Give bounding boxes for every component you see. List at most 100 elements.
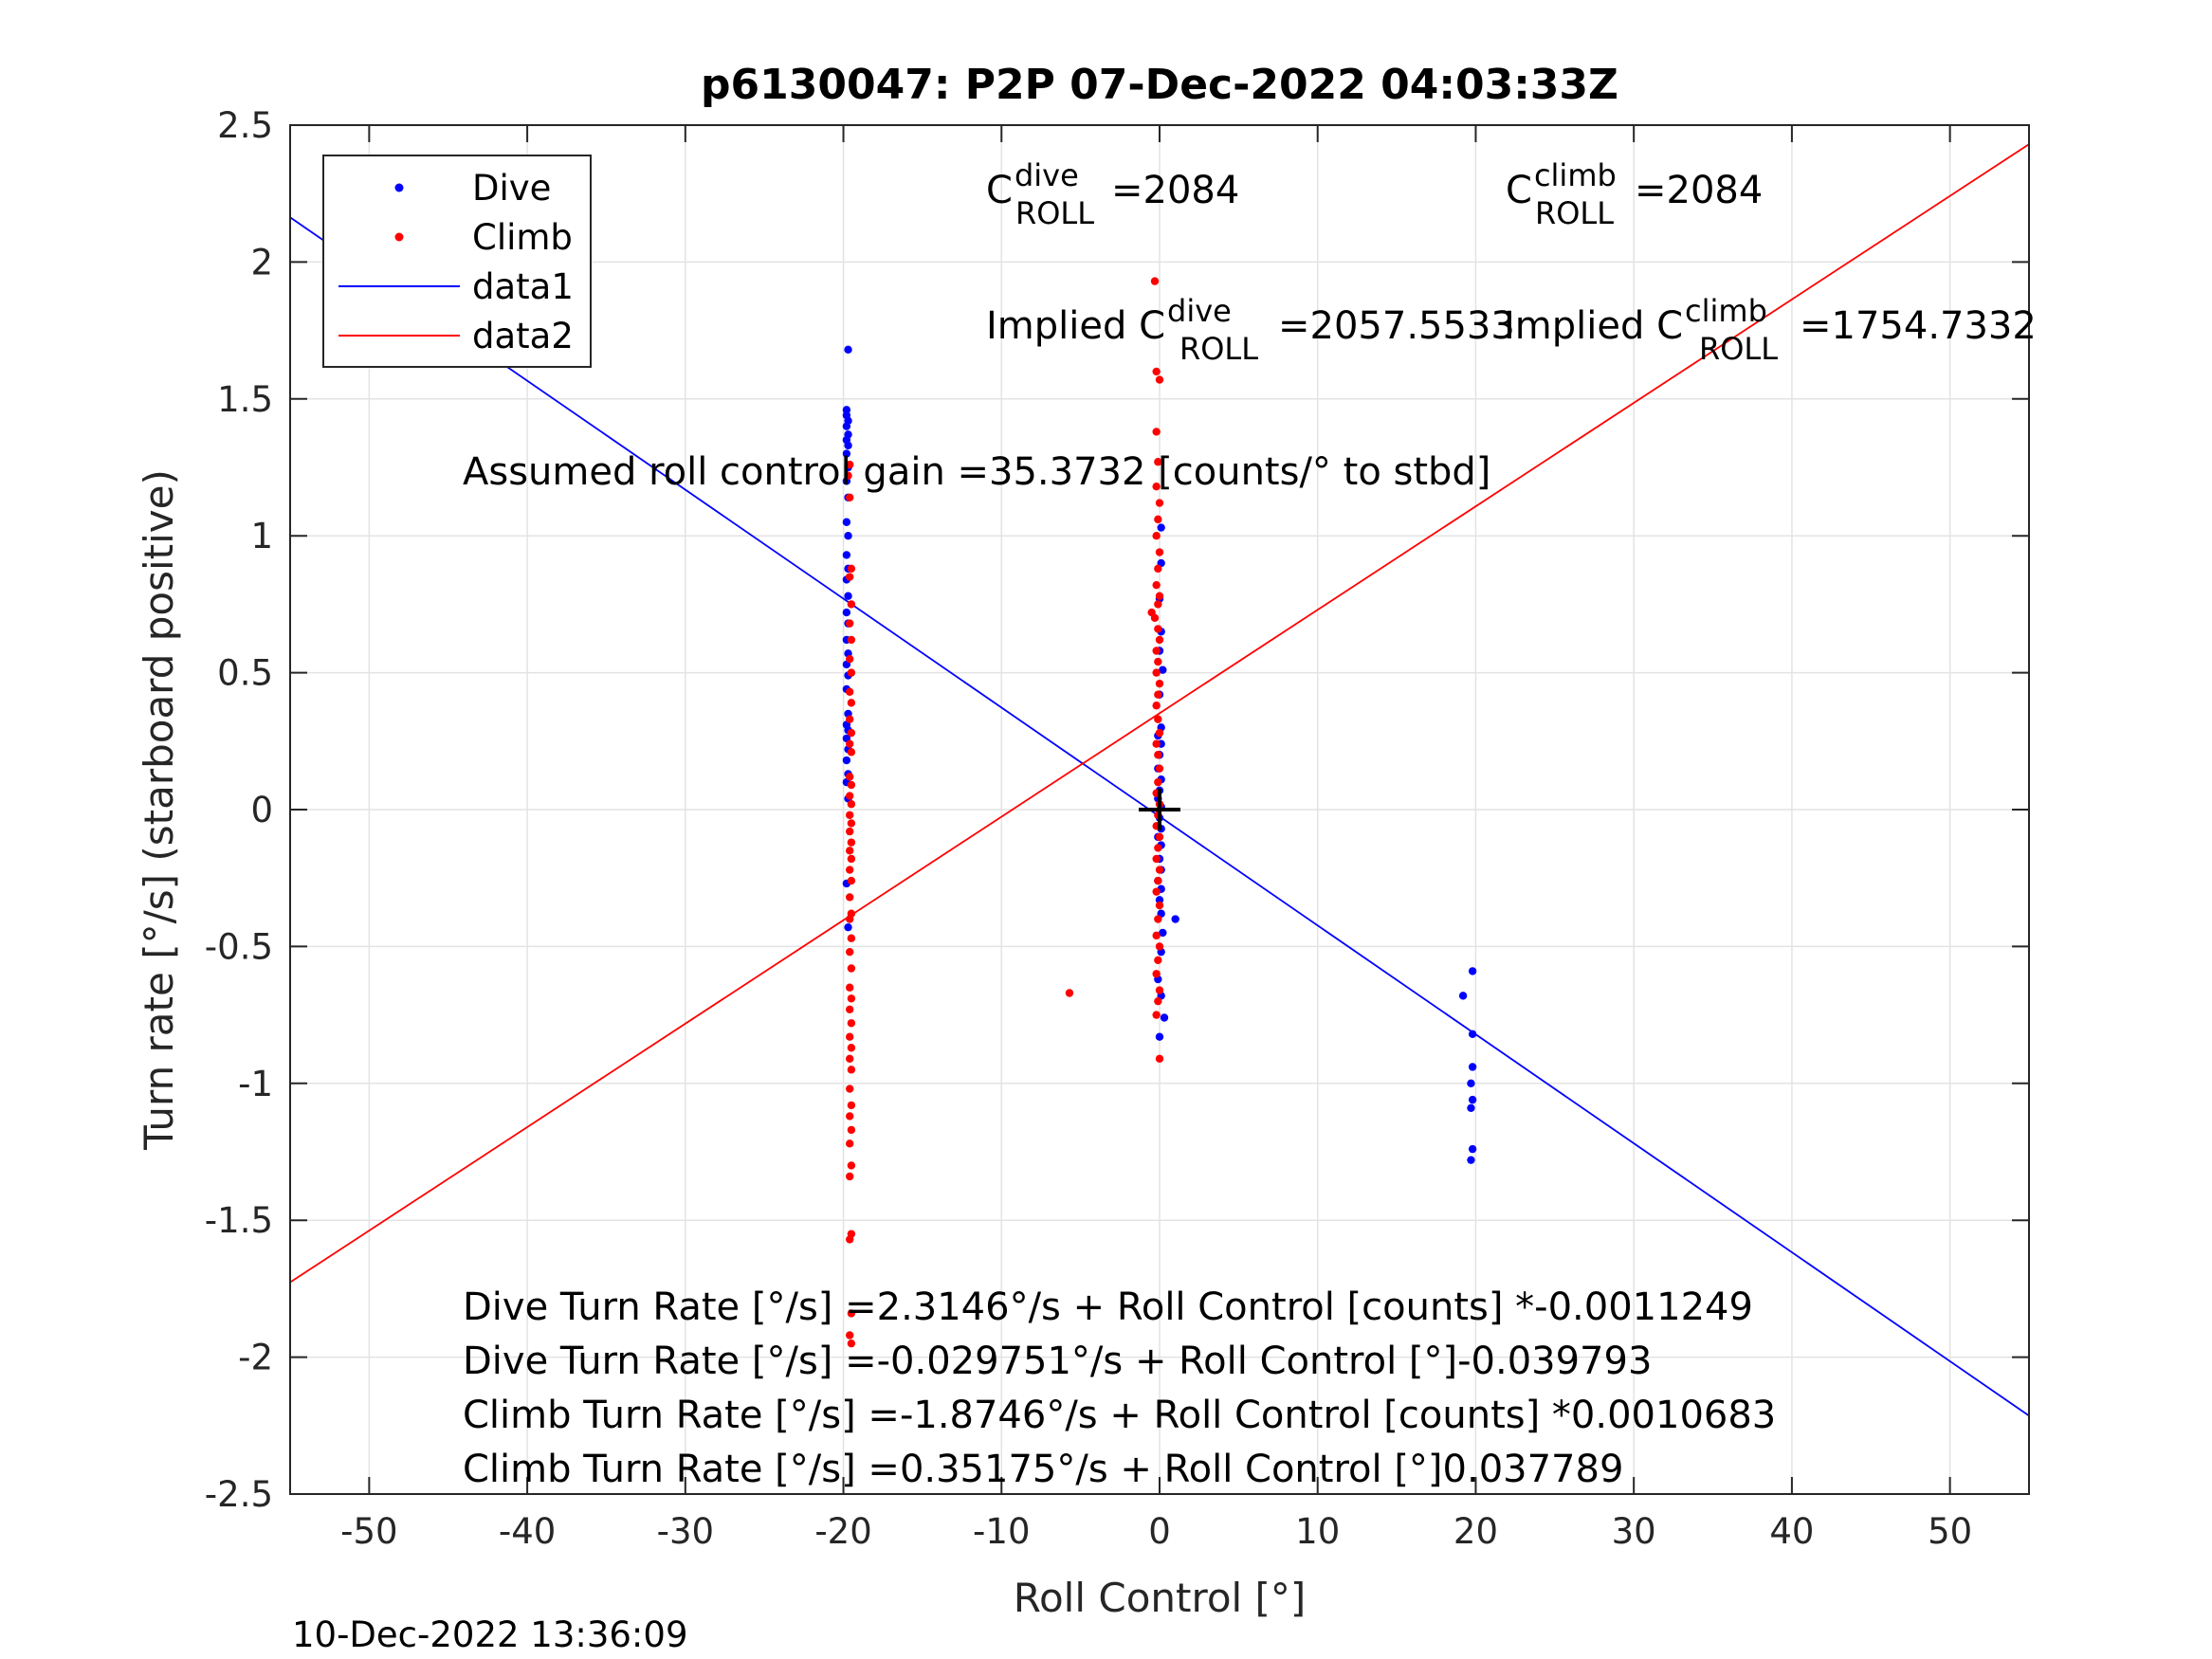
- point-climb-81: [1152, 739, 1161, 748]
- point-climb-67: [1155, 592, 1164, 600]
- implied-climb-sub: ROLL: [1699, 331, 1778, 367]
- point-climb-22: [846, 827, 854, 836]
- point-dive-18: [842, 608, 851, 617]
- point-climb-28: [846, 893, 854, 902]
- annotation-c-climb: Cclimb ROLL =2084: [1506, 157, 1763, 231]
- point-climb-55: [1150, 277, 1160, 285]
- annotation-implied-climb: Implied Cclimb ROLL =1754.7332: [1504, 293, 2037, 367]
- point-climb-26: [846, 866, 854, 874]
- point-climb-102: [1154, 996, 1162, 1006]
- point-climb-71: [1154, 625, 1162, 633]
- point-climb-14: [846, 739, 854, 748]
- point-climb-47: [847, 1161, 856, 1170]
- point-climb-31: [847, 934, 856, 942]
- x-tick-label-6: 10: [1295, 1511, 1340, 1552]
- point-climb-30: [846, 915, 854, 923]
- equation-dive-degrees: Dive Turn Rate [°/s] =-0.029751°/s + Rol…: [463, 1340, 1652, 1383]
- point-climb-63: [1152, 532, 1161, 540]
- point-climb-90: [1154, 844, 1162, 852]
- point-climb-10: [846, 687, 854, 697]
- point-climb-36: [846, 1005, 854, 1014]
- equation-dive-counts: Dive Turn Rate [°/s] =2.3146°/s + Roll C…: [463, 1285, 1753, 1329]
- point-climb-93: [1154, 876, 1162, 885]
- annotation-implied-dive: Implied Cdive ROLL =2057.5533: [986, 293, 1515, 367]
- point-climb-37: [847, 1019, 856, 1028]
- data-points: [842, 277, 1477, 1348]
- point-climb-43: [847, 1101, 856, 1110]
- point-climb-60: [1152, 483, 1161, 491]
- equation-climb-degrees: Climb Turn Rate [°/s] =0.35175°/s + Roll…: [463, 1448, 1623, 1491]
- point-climb-16: [846, 773, 854, 781]
- point-climb-4: [846, 573, 854, 581]
- point-climb-96: [1154, 915, 1162, 923]
- point-climb-64: [1155, 548, 1164, 556]
- point-climb-68: [1154, 600, 1162, 609]
- point-climb-38: [846, 1032, 854, 1041]
- x-tick-label-8: 30: [1612, 1511, 1656, 1552]
- point-climb-17: [847, 780, 856, 790]
- point-climb-8: [846, 654, 854, 664]
- point-climb-83: [1155, 764, 1164, 773]
- c-dive-value: =2084: [1111, 169, 1239, 212]
- point-dive-72: [1468, 1063, 1477, 1071]
- legend-swatch-dive: [394, 183, 404, 192]
- x-axis-label: Roll Control [°]: [1014, 1575, 1307, 1621]
- point-climb-50: [846, 1235, 854, 1244]
- point-dive-1: [842, 406, 851, 414]
- x-tick-labels: -50 -40 -30 -20 -10 0 10 20 30 40 50: [340, 1511, 1972, 1552]
- x-tick-label-5: 0: [1148, 1511, 1171, 1552]
- x-tick-label-2: -30: [657, 1511, 714, 1552]
- point-climb-39: [847, 1044, 856, 1052]
- y-tick-label-5: 0: [250, 790, 273, 830]
- point-climb-19: [847, 800, 856, 809]
- point-dive-71: [1468, 1030, 1477, 1039]
- legend: Dive Climb data1 data2: [322, 155, 592, 368]
- point-dive-30: [842, 756, 851, 765]
- c-climb-sub: ROLL: [1535, 195, 1614, 231]
- point-climb-52: [846, 1331, 854, 1340]
- point-climb-98: [1155, 942, 1164, 951]
- point-climb-75: [1152, 668, 1161, 677]
- point-climb-45: [847, 1125, 856, 1135]
- point-dive-74: [1468, 1095, 1477, 1104]
- c-dive-sup: dive: [1015, 157, 1079, 193]
- annotation-gain: Assumed roll control gain =35.3732 [coun…: [463, 450, 1490, 494]
- point-dive-75: [1467, 1103, 1475, 1112]
- y-tick-label-9: 2: [250, 242, 273, 283]
- point-climb-6: [846, 619, 854, 628]
- point-climb-73: [1152, 647, 1161, 655]
- x-tick-label-1: -40: [499, 1511, 556, 1552]
- point-climb-25: [847, 854, 856, 864]
- implied-climb-sup: climb: [1685, 293, 1767, 329]
- point-climb-94: [1152, 887, 1161, 896]
- point-climb-34: [846, 983, 854, 992]
- implied-climb-value: =1754.7332: [1800, 304, 2037, 348]
- y-tick-label-8: 1.5: [217, 379, 273, 420]
- c-dive-base: C: [986, 169, 1013, 212]
- legend-box: [322, 155, 592, 368]
- point-climb-76: [1155, 679, 1164, 688]
- point-dive-13: [844, 532, 852, 540]
- point-dive-62: [1171, 915, 1179, 923]
- point-climb-33: [847, 964, 856, 973]
- point-climb-77: [1154, 690, 1162, 699]
- point-climb-21: [847, 819, 856, 828]
- c-climb-sup: climb: [1534, 157, 1617, 193]
- point-climb-66: [1152, 580, 1161, 590]
- point-climb-104: [1155, 1054, 1164, 1064]
- point-climb-51: [847, 1309, 856, 1318]
- point-dive-67: [1160, 1013, 1169, 1022]
- point-climb-56: [1152, 367, 1161, 376]
- point-climb-92: [1155, 866, 1164, 874]
- point-dive-8: [842, 449, 851, 458]
- x-tick-label-4: -10: [973, 1511, 1030, 1552]
- annotation-c-dive: Cdive ROLL =2084: [986, 157, 1239, 231]
- point-climb-15: [847, 748, 856, 757]
- point-climb-74: [1154, 657, 1162, 666]
- point-climb-62: [1154, 515, 1162, 524]
- c-dive-sub: ROLL: [1015, 195, 1094, 231]
- y-tick-label-6: 0.5: [217, 653, 273, 694]
- point-climb-27: [847, 876, 856, 885]
- implied-dive-value: =2057.5533: [1278, 304, 1515, 348]
- point-climb-32: [846, 947, 854, 957]
